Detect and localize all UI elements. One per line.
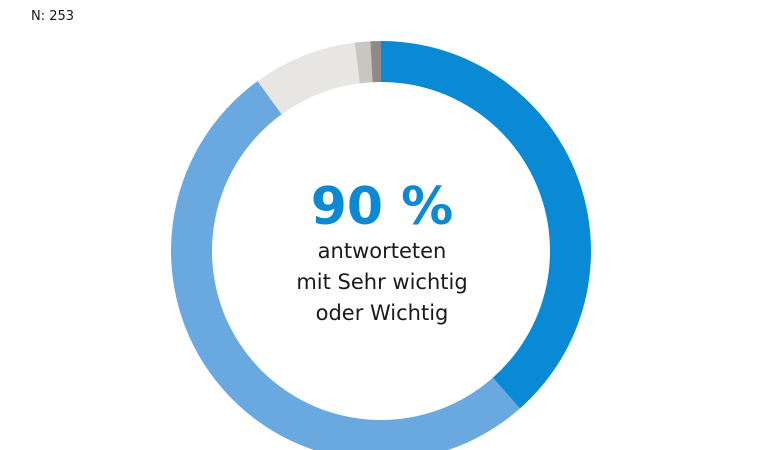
donut-slices <box>171 41 591 450</box>
center-percentage: 90 % <box>310 177 454 237</box>
center-text-line-3: oder Wichtig <box>315 301 449 325</box>
donut-slice-5 <box>370 41 381 83</box>
donut-slice-4 <box>354 41 373 84</box>
donut-slice-1 <box>381 41 591 409</box>
sample-size-label: N: 253 <box>31 9 75 24</box>
donut-slice-2 <box>171 81 520 450</box>
center-summary: 90 % antworteten mit Sehr wichtig oder W… <box>232 178 532 329</box>
center-text-line-2: mit Sehr wichtig <box>296 270 468 294</box>
donut-slice-3 <box>257 42 360 115</box>
center-text-line-1: antworteten <box>317 239 447 263</box>
